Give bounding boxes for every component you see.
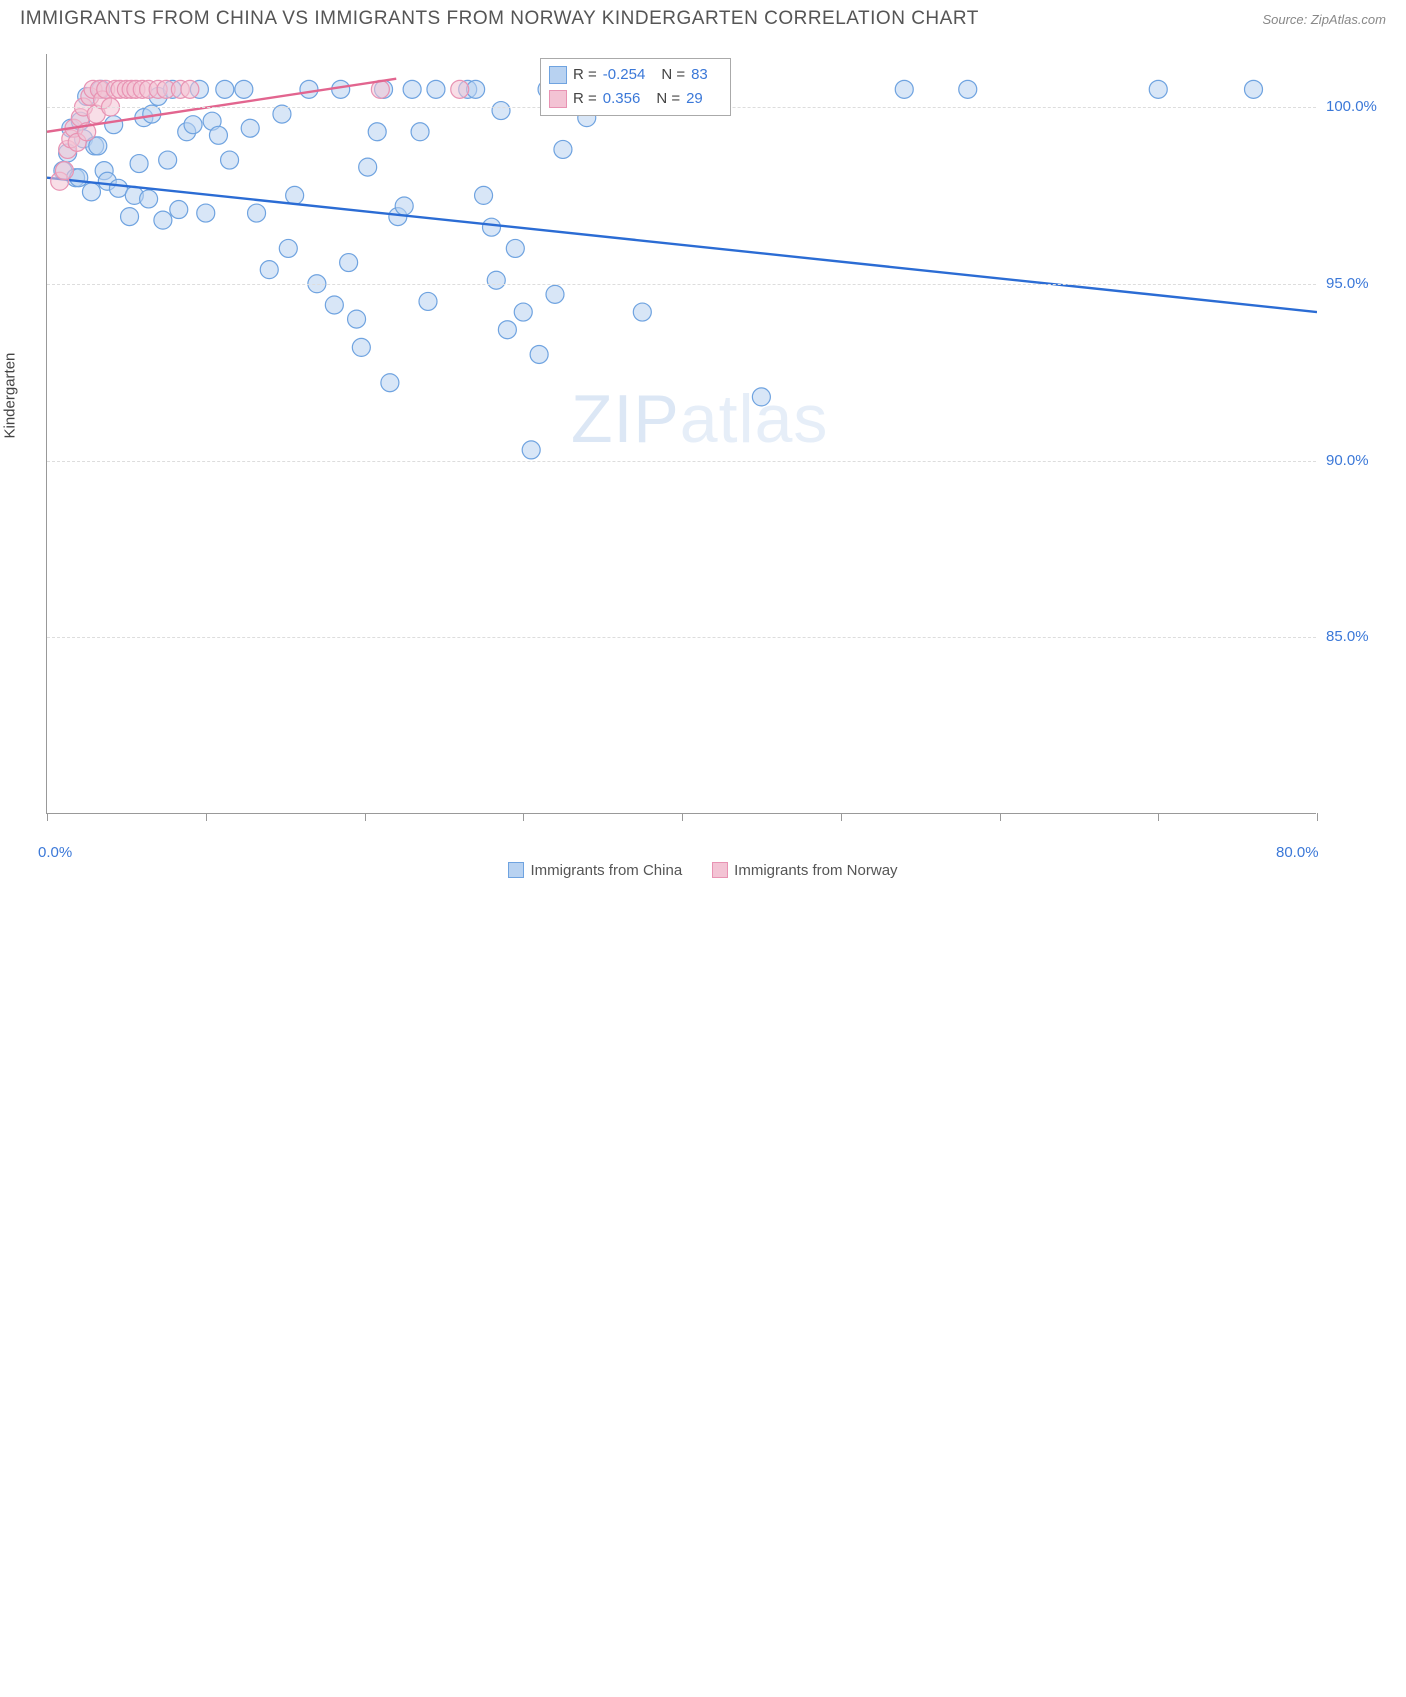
stat-n-value: 29: [686, 87, 703, 111]
stat-r-label: R =: [573, 87, 597, 111]
scatter-point: [181, 80, 199, 98]
scatter-point: [221, 151, 239, 169]
x-tick-mark: [1317, 813, 1318, 821]
gridline-h: [47, 461, 1316, 462]
legend-swatch: [508, 862, 524, 878]
scatter-point: [530, 345, 548, 363]
scatter-point: [216, 80, 234, 98]
scatter-point: [170, 201, 188, 219]
scatter-point: [633, 303, 651, 321]
x-tick-mark: [206, 813, 207, 821]
scatter-point: [546, 285, 564, 303]
legend-item: Immigrants from Norway: [712, 862, 897, 879]
chart-source: Source: ZipAtlas.com: [1262, 12, 1386, 27]
stats-row: R =-0.254 N =83: [549, 63, 718, 87]
stat-r-label: R =: [573, 63, 597, 87]
gridline-h: [47, 637, 1316, 638]
y-axis-label: Kindergarten: [2, 353, 19, 439]
scatter-point: [427, 80, 445, 98]
legend-bottom: Immigrants from China Immigrants from Nor…: [0, 862, 1406, 883]
scatter-point: [121, 208, 139, 226]
scatter-point: [55, 162, 73, 180]
scatter-point: [522, 441, 540, 459]
scatter-point: [235, 80, 253, 98]
x-tick-label: 80.0%: [1276, 844, 1319, 1697]
stats-legend-box: R =-0.254N =83R =0.356N =29: [540, 58, 731, 116]
y-tick-label: 90.0%: [1326, 452, 1369, 469]
scatter-point: [403, 80, 421, 98]
scatter-point: [895, 80, 913, 98]
scatter-point: [82, 183, 100, 201]
stat-n-value: 83: [691, 63, 708, 87]
stats-swatch: [549, 90, 567, 108]
scatter-point: [241, 119, 259, 137]
x-tick-mark: [682, 813, 683, 821]
scatter-point: [260, 261, 278, 279]
scatter-point: [286, 186, 304, 204]
stat-r-value: 0.356: [603, 87, 641, 111]
legend-label: Immigrants from Norway: [734, 862, 897, 879]
scatter-point: [184, 116, 202, 134]
scatter-point: [483, 218, 501, 236]
scatter-point: [492, 102, 510, 120]
legend-item: Immigrants from China: [508, 862, 682, 879]
scatter-point: [248, 204, 266, 222]
y-tick-label: 95.0%: [1326, 275, 1369, 292]
scatter-point: [154, 211, 172, 229]
stat-n-label: N =: [661, 63, 685, 87]
x-tick-mark: [47, 813, 48, 821]
stats-row: R =0.356 N =29: [549, 87, 718, 111]
scatter-point: [487, 271, 505, 289]
scatter-svg: [47, 54, 1317, 814]
chart-title: IMMIGRANTS FROM CHINA VS IMMIGRANTS FROM…: [20, 8, 979, 30]
scatter-point: [140, 190, 158, 208]
scatter-point: [419, 292, 437, 310]
gridline-h: [47, 284, 1316, 285]
scatter-point: [197, 204, 215, 222]
scatter-point: [959, 80, 977, 98]
scatter-point: [475, 186, 493, 204]
x-tick-mark: [523, 813, 524, 821]
x-tick-mark: [1158, 813, 1159, 821]
scatter-point: [279, 239, 297, 257]
scatter-point: [514, 303, 532, 321]
scatter-point: [209, 126, 227, 144]
scatter-point: [498, 321, 516, 339]
scatter-point: [554, 140, 572, 158]
scatter-point: [411, 123, 429, 141]
legend-label: Immigrants from China: [530, 862, 682, 879]
x-tick-label: 0.0%: [38, 844, 72, 1697]
scatter-point: [105, 116, 123, 134]
scatter-point: [1149, 80, 1167, 98]
scatter-point: [368, 123, 386, 141]
scatter-point: [159, 151, 177, 169]
y-tick-label: 100.0%: [1326, 98, 1377, 115]
regression-line: [47, 178, 1317, 312]
scatter-point: [300, 80, 318, 98]
scatter-point: [109, 179, 127, 197]
stat-r-value: -0.254: [603, 63, 646, 87]
scatter-point: [395, 197, 413, 215]
x-tick-mark: [365, 813, 366, 821]
scatter-point: [325, 296, 343, 314]
scatter-point: [348, 310, 366, 328]
stats-swatch: [549, 66, 567, 84]
legend-swatch: [712, 862, 728, 878]
scatter-point: [381, 374, 399, 392]
scatter-point: [451, 80, 469, 98]
scatter-point: [340, 254, 358, 272]
stat-n-label: N =: [656, 87, 680, 111]
scatter-point: [359, 158, 377, 176]
scatter-point: [506, 239, 524, 257]
y-tick-label: 85.0%: [1326, 628, 1369, 645]
scatter-point: [1245, 80, 1263, 98]
scatter-point: [130, 155, 148, 173]
plot-area: ZIPatlas: [46, 54, 1316, 814]
scatter-point: [752, 388, 770, 406]
chart-header: IMMIGRANTS FROM CHINA VS IMMIGRANTS FROM…: [0, 0, 1406, 30]
scatter-point: [352, 338, 370, 356]
x-tick-mark: [841, 813, 842, 821]
x-tick-mark: [1000, 813, 1001, 821]
